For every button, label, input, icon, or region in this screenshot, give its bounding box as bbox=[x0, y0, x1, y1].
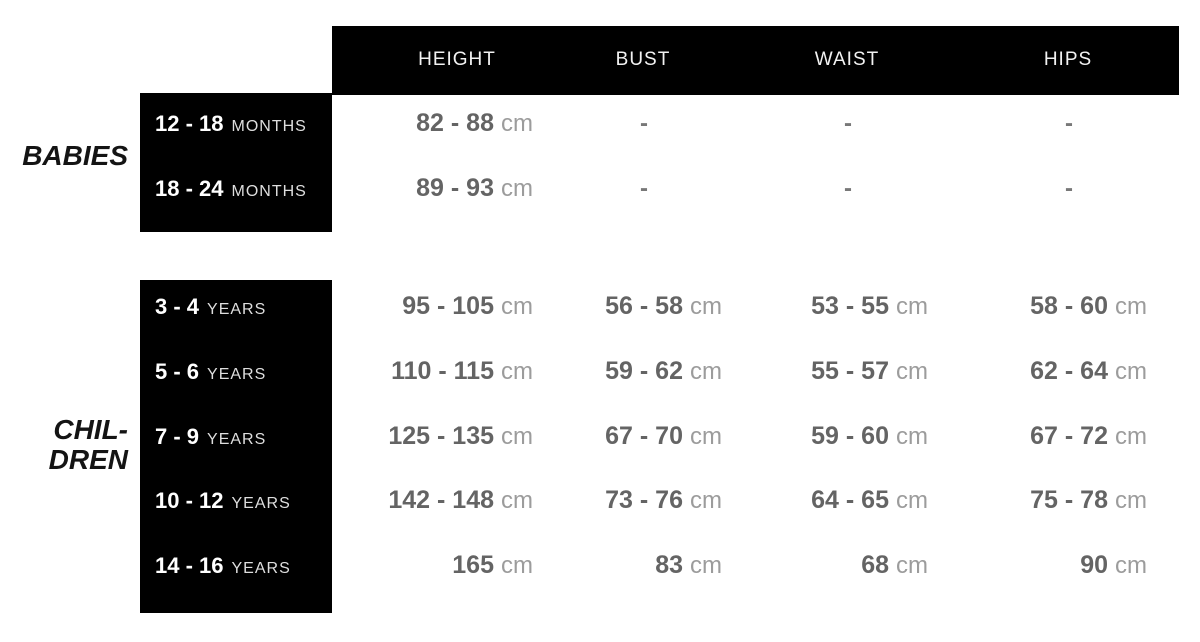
age-unit: YEARS bbox=[231, 495, 291, 512]
hips-cell: 90 cm bbox=[1080, 551, 1147, 579]
section-label-children: CHIL- DREN bbox=[48, 414, 128, 475]
age-range: 10 - 12 bbox=[155, 488, 224, 513]
age-range: 7 - 9 bbox=[155, 424, 200, 449]
age-unit: YEARS bbox=[207, 431, 267, 448]
table-row: 7 - 9 YEARS 125 - 135 cm 67 - 70 cm 59 - 60… bbox=[140, 404, 1147, 469]
waist-cell: 59 - 60 cm bbox=[811, 422, 928, 450]
age-cell: 3 - 4 YEARS bbox=[140, 274, 332, 339]
bust-cell: 73 - 76 cm bbox=[605, 486, 722, 514]
table-row: 12 - 18 MONTHS 82 - 88 cm - - - bbox=[140, 91, 1147, 156]
age-cell: 7 - 9 YEARS bbox=[140, 404, 332, 469]
age-unit: MONTHS bbox=[231, 118, 307, 135]
age-range: 14 - 16 bbox=[155, 553, 224, 578]
table-row: 5 - 6 YEARS 110 - 115 cm 59 - 62 cm 55 - 57… bbox=[140, 339, 1147, 404]
height-cell: 95 - 105 cm bbox=[402, 292, 533, 320]
age-unit: YEARS bbox=[207, 366, 267, 383]
age-cell: 10 - 12 YEARS bbox=[140, 468, 332, 533]
section-label-babies: BABIES bbox=[22, 140, 128, 171]
table-row: 10 - 12 YEARS 142 - 148 cm 73 - 76 cm 64 - … bbox=[140, 468, 1147, 533]
bust-cell: 83 cm bbox=[655, 551, 722, 579]
height-cell: 82 - 88 cm bbox=[416, 109, 533, 137]
children-age-block bbox=[140, 280, 332, 613]
age-cell: 12 - 18 MONTHS bbox=[140, 91, 332, 156]
waist-cell: 55 - 57 cm bbox=[811, 357, 928, 385]
age-cell: 14 - 16 YEARS bbox=[140, 533, 332, 598]
age-cell: 18 - 24 MONTHS bbox=[140, 156, 332, 221]
age-range: 18 - 24 bbox=[155, 176, 224, 201]
bust-cell: 59 - 62 cm bbox=[605, 357, 722, 385]
age-cell: 5 - 6 YEARS bbox=[140, 339, 332, 404]
height-cell: 89 - 93 cm bbox=[416, 174, 533, 202]
hips-cell: 58 - 60 cm bbox=[1030, 292, 1147, 320]
waist-cell: 64 - 65 cm bbox=[811, 486, 928, 514]
height-cell: 165 cm bbox=[452, 551, 533, 579]
table-row: 18 - 24 MONTHS 89 - 93 cm - - - bbox=[140, 156, 1147, 221]
waist-cell: - bbox=[844, 175, 852, 202]
height-cell: 110 - 115 cm bbox=[391, 357, 533, 385]
hips-cell: 62 - 64 cm bbox=[1030, 357, 1147, 385]
bust-cell: - bbox=[640, 110, 648, 137]
waist-cell: 68 cm bbox=[861, 551, 928, 579]
waist-cell: 53 - 55 cm bbox=[811, 292, 928, 320]
hips-cell: - bbox=[1065, 175, 1073, 202]
hips-cell: - bbox=[1065, 110, 1073, 137]
age-range: 5 - 6 bbox=[155, 359, 200, 384]
bust-cell: 67 - 70 cm bbox=[605, 422, 722, 450]
height-cell: 125 - 135 cm bbox=[388, 422, 533, 450]
age-unit: YEARS bbox=[207, 301, 267, 318]
table-row: 3 - 4 YEARS 95 - 105 cm 56 - 58 cm 53 - 55 c… bbox=[140, 274, 1147, 339]
bust-cell: - bbox=[640, 175, 648, 202]
waist-cell: - bbox=[844, 110, 852, 137]
column-header-bust: BUST bbox=[615, 49, 671, 70]
age-range: 12 - 18 bbox=[155, 111, 224, 136]
column-header-height: HEIGHT bbox=[418, 49, 496, 70]
hips-cell: 75 - 78 cm bbox=[1030, 486, 1147, 514]
age-unit: MONTHS bbox=[231, 183, 307, 200]
table-row: 14 - 16 YEARS 165 cm 83 cm 68 cm 90 cm bbox=[140, 533, 1147, 598]
table-header-bar: HEIGHT BUST WAIST HIPS bbox=[332, 26, 1179, 95]
bust-cell: 56 - 58 cm bbox=[605, 292, 722, 320]
age-unit: YEARS bbox=[231, 560, 291, 577]
height-cell: 142 - 148 cm bbox=[388, 486, 533, 514]
babies-age-block bbox=[140, 93, 332, 232]
column-header-hips: HIPS bbox=[1043, 49, 1093, 70]
column-header-waist: WAIST bbox=[814, 49, 880, 70]
age-range: 3 - 4 bbox=[155, 294, 200, 319]
hips-cell: 67 - 72 cm bbox=[1030, 422, 1147, 450]
